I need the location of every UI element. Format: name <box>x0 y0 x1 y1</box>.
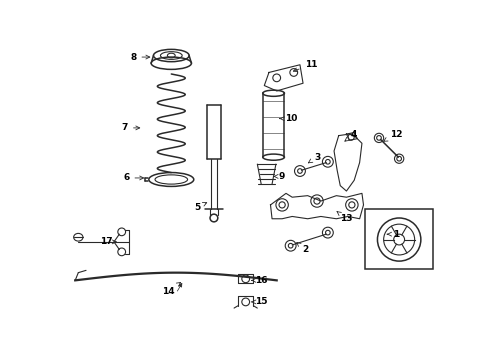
Text: 17: 17 <box>100 237 116 246</box>
Text: 15: 15 <box>252 297 268 306</box>
Text: 11: 11 <box>294 60 317 72</box>
Polygon shape <box>346 132 357 140</box>
Text: 14: 14 <box>162 283 181 296</box>
Polygon shape <box>264 65 303 91</box>
Text: 7: 7 <box>122 123 140 132</box>
Text: 1: 1 <box>387 230 399 239</box>
Text: 13: 13 <box>337 212 353 223</box>
Polygon shape <box>270 193 364 219</box>
Text: 5: 5 <box>194 203 207 212</box>
Polygon shape <box>334 134 362 191</box>
Text: 16: 16 <box>252 276 268 285</box>
Text: 12: 12 <box>384 130 402 141</box>
Bar <box>365 209 433 269</box>
Text: 6: 6 <box>123 174 144 183</box>
Text: 9: 9 <box>273 172 285 181</box>
Text: 10: 10 <box>280 114 297 123</box>
Text: 4: 4 <box>345 130 357 141</box>
Text: 3: 3 <box>308 153 320 163</box>
Text: 2: 2 <box>297 242 309 254</box>
Text: 8: 8 <box>130 53 150 62</box>
